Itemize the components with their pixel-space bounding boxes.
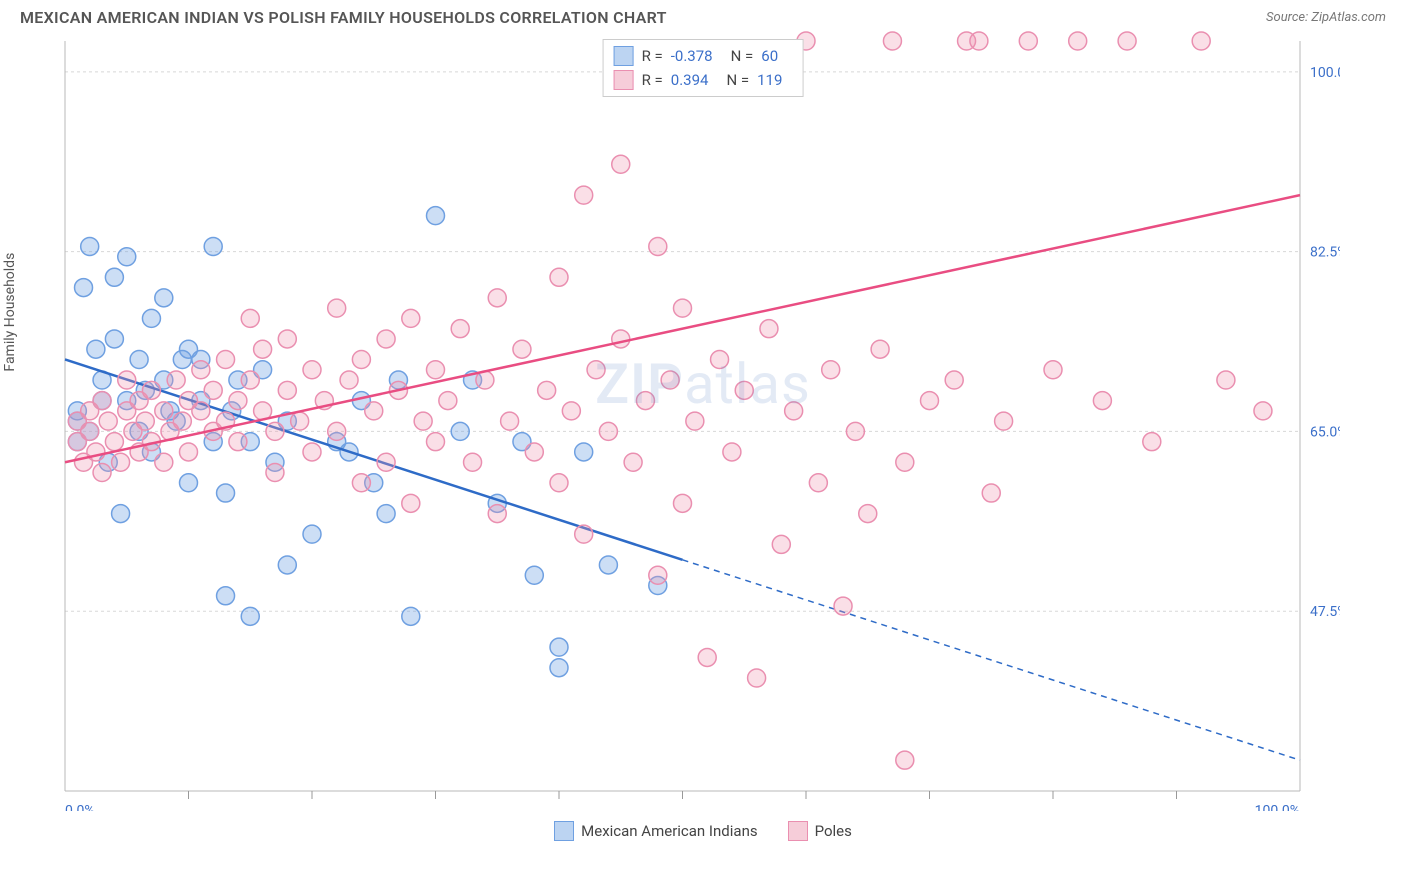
svg-text:47.5%: 47.5% [1310, 604, 1340, 620]
r-label-2: R = [642, 71, 663, 89]
legend-swatch-2 [788, 821, 808, 841]
svg-text:65.0%: 65.0% [1310, 424, 1340, 440]
legend-bottom: Mexican American Indians Poles [0, 821, 1406, 841]
chart-source: Source: ZipAtlas.com [1266, 10, 1386, 25]
legend-item-2: Poles [788, 821, 852, 841]
legend-label-2: Poles [815, 822, 852, 840]
stats-row-2: R = 0.394 N = 119 [614, 68, 793, 92]
stats-row-1: R = -0.378 N = 60 [614, 44, 793, 68]
chart-container: Family Households 47.5%65.0%82.5%100.0%0… [20, 31, 1386, 815]
svg-text:100.0%: 100.0% [1255, 803, 1300, 811]
legend-label-1: Mexican American Indians [581, 822, 757, 840]
chart-title: MEXICAN AMERICAN INDIAN VS POLISH FAMILY… [20, 8, 667, 27]
r-value-1: -0.378 [671, 47, 713, 65]
stats-box: R = -0.378 N = 60 R = 0.394 N = 119 [603, 39, 804, 97]
swatch-series-2 [614, 70, 634, 90]
r-label-1: R = [642, 47, 663, 65]
svg-text:82.5%: 82.5% [1310, 245, 1340, 261]
legend-item-1: Mexican American Indians [554, 821, 757, 841]
y-axis-label: Family Households [2, 253, 18, 372]
n-label-1: N = [731, 47, 754, 65]
r-value-2: 0.394 [671, 71, 709, 89]
chart-header: MEXICAN AMERICAN INDIAN VS POLISH FAMILY… [0, 0, 1406, 31]
scatter-chart: 47.5% 65.0% 82.5% 100.0% 0.0% 100.0% [20, 31, 1340, 811]
n-label-2: N = [726, 71, 749, 89]
svg-text:0.0%: 0.0% [65, 803, 95, 811]
swatch-series-1 [614, 46, 634, 66]
n-value-2: 119 [757, 71, 782, 89]
svg-text:100.0%: 100.0% [1310, 65, 1340, 81]
n-value-1: 60 [761, 47, 778, 65]
legend-swatch-1 [554, 821, 574, 841]
